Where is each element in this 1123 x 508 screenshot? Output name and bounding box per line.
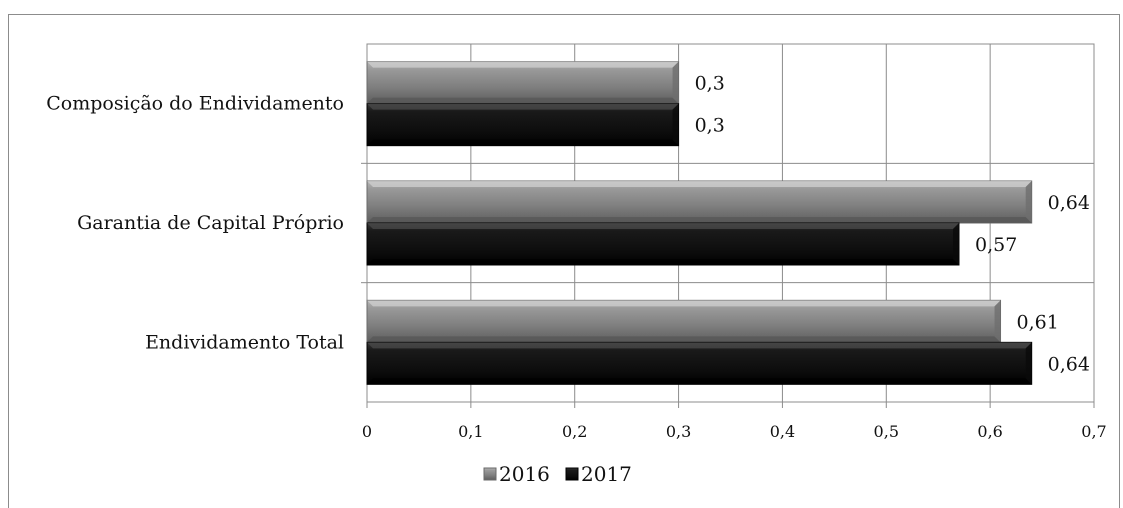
bar-2016 (367, 300, 1001, 342)
value-label: 0,3 (695, 73, 725, 95)
x-tick-label: 0,4 (770, 422, 795, 441)
value-label: 0,64 (1048, 192, 1090, 214)
legend-label: 2016 (499, 462, 550, 486)
bar-body (367, 342, 1032, 384)
value-label: 0,61 (1017, 311, 1059, 333)
bar-2017 (367, 104, 679, 146)
x-tick-label: 0,1 (458, 422, 483, 441)
x-tick-label: 0 (362, 422, 372, 441)
x-tick-label: 0,6 (977, 422, 1002, 441)
bar-bevel-right (1026, 181, 1032, 223)
x-tick-label: 0,2 (562, 422, 587, 441)
x-tick-label: 0,5 (874, 422, 899, 441)
bar-bevel-top (367, 181, 1032, 187)
bar-body (367, 181, 1032, 223)
bar-bevel-bottom (367, 98, 679, 104)
bar-2016 (367, 181, 1032, 223)
bar-body (367, 223, 959, 265)
bar-bevel-top (367, 62, 679, 68)
bar-bevel-right (953, 223, 959, 265)
bar-bevel-bottom (367, 217, 1032, 223)
bar-bevel-bottom (367, 378, 1032, 384)
legend-swatch (484, 468, 496, 480)
bar-bevel-top (367, 342, 1032, 348)
value-label: 0,64 (1048, 353, 1090, 375)
bar-bevel-bottom (367, 140, 679, 146)
category-label: Endividamento Total (145, 331, 344, 353)
bar-bevel-right (673, 62, 679, 104)
category-label: Garantia de Capital Próprio (77, 212, 344, 234)
bar-2017 (367, 342, 1032, 384)
bar-bevel-bottom (367, 259, 959, 265)
bar-bevel-top (367, 300, 1001, 306)
legend-swatch (566, 468, 578, 480)
legend-label: 2017 (581, 462, 632, 486)
value-label: 0,57 (975, 234, 1017, 256)
legend-item-2016: 2016 (484, 462, 550, 486)
bar-bevel-right (995, 300, 1001, 342)
bar-body (367, 62, 679, 104)
category-label: Composição do Endividamento (46, 93, 344, 115)
bar-bevel-top (367, 223, 959, 229)
bar-2017 (367, 223, 959, 265)
value-label: 0,3 (695, 115, 725, 137)
legend-item-2017: 2017 (566, 462, 632, 486)
bar-2016 (367, 62, 679, 104)
bar-bevel-top (367, 104, 679, 110)
bar-bevel-right (1026, 342, 1032, 384)
bar-bevel-bottom (367, 336, 1001, 342)
bar-bevel-right (673, 104, 679, 146)
x-tick-label: 0,3 (666, 422, 691, 441)
bar-body (367, 104, 679, 146)
bar-body (367, 300, 1001, 342)
x-tick-label: 0,7 (1081, 422, 1106, 441)
